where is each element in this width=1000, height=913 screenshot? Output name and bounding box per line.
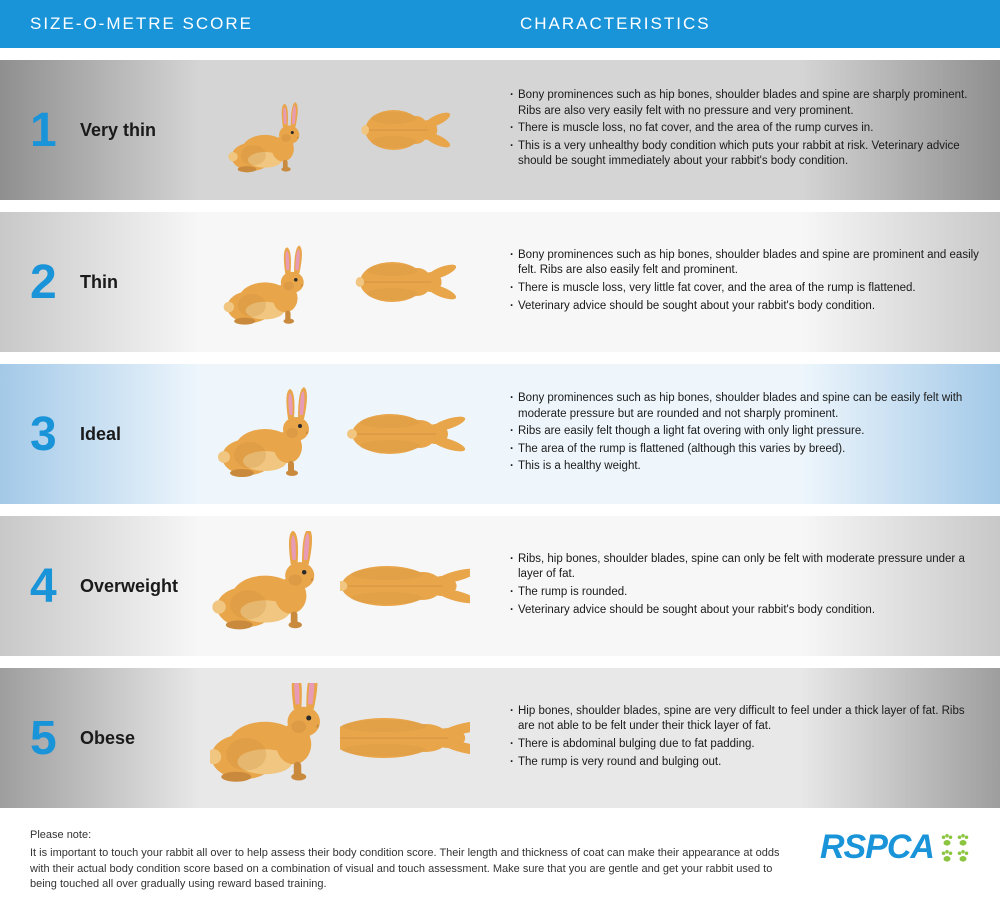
char-bullet: Ribs are easily felt though a light fat …: [510, 424, 980, 440]
char-bullet: Hip bones, shoulder blades, spine are ve…: [510, 704, 980, 735]
char-bullet: Bony prominences such as hip bones, shou…: [510, 248, 980, 279]
rabbit-illustrations: [210, 683, 510, 793]
rabbit-top-icon: [340, 90, 470, 170]
score-number: 3: [30, 407, 80, 462]
footer-note-label: Please note:: [30, 828, 790, 843]
rabbit-top-icon: [340, 394, 470, 474]
rabbit-side-icon: [210, 227, 320, 337]
score-number: 1: [30, 103, 80, 158]
char-bullet: This is a healthy weight.: [510, 459, 980, 475]
score-row-4: 4 Overweight: [0, 516, 1000, 656]
char-bullet: The rump is rounded.: [510, 585, 980, 601]
score-row-1: 1 Very thin: [0, 60, 1000, 200]
char-bullet: This is a very unhealthy body condition …: [510, 139, 980, 170]
char-bullet: Bony prominences such as hip bones, shou…: [510, 88, 980, 119]
characteristics: Ribs, hip bones, shoulder blades, spine …: [510, 552, 980, 620]
logo-paws-icon: [940, 833, 970, 863]
rabbit-illustrations: [210, 75, 510, 185]
header-score-col: SIZE-O-METRE SCORE: [30, 14, 520, 34]
score-number: 4: [30, 559, 80, 614]
rabbit-top-icon: [340, 698, 470, 778]
score-label: Overweight: [80, 576, 210, 597]
rabbit-side-icon: [210, 531, 320, 641]
rabbit-side-icon: [210, 75, 320, 185]
char-bullet: There is muscle loss, no fat cover, and …: [510, 121, 980, 137]
characteristics: Bony prominences such as hip bones, shou…: [510, 391, 980, 477]
rabbit-side-icon: [210, 379, 320, 489]
score-row-3: 3 Ideal: [0, 364, 1000, 504]
characteristics: Hip bones, shoulder blades, spine are ve…: [510, 704, 980, 772]
rabbit-top-icon: [340, 546, 470, 626]
score-row-5: 5 Obese: [0, 668, 1000, 808]
char-bullet: Veterinary advice should be sought about…: [510, 299, 980, 315]
rabbit-top-icon: [340, 242, 470, 322]
char-bullet: The rump is very round and bulging out.: [510, 755, 980, 771]
char-bullet: The area of the rump is flattened (altho…: [510, 442, 980, 458]
rabbit-illustrations: [210, 227, 510, 337]
score-number: 2: [30, 255, 80, 310]
score-label: Thin: [80, 272, 210, 293]
char-bullet: There is abdominal bulging due to fat pa…: [510, 737, 980, 753]
rabbit-illustrations: [210, 379, 510, 489]
score-rows: 1 Very thin: [0, 60, 1000, 808]
char-bullet: Veterinary advice should be sought about…: [510, 603, 980, 619]
char-bullet: Ribs, hip bones, shoulder blades, spine …: [510, 552, 980, 583]
score-row-2: 2 Thin: [0, 212, 1000, 352]
score-label: Ideal: [80, 424, 210, 445]
footer: Please note: It is important to touch yo…: [0, 808, 1000, 913]
header-char-col: CHARACTERISTICS: [520, 14, 970, 34]
rabbit-illustrations: [210, 531, 510, 641]
characteristics: Bony prominences such as hip bones, shou…: [510, 248, 980, 316]
score-label: Obese: [80, 728, 210, 749]
header: SIZE-O-METRE SCORE CHARACTERISTICS: [0, 0, 1000, 48]
score-number: 5: [30, 711, 80, 766]
characteristics: Bony prominences such as hip bones, shou…: [510, 88, 980, 172]
score-label: Very thin: [80, 120, 210, 141]
char-bullet: Bony prominences such as hip bones, shou…: [510, 391, 980, 422]
logo-text: RSPCA: [820, 828, 934, 867]
footer-note-body: It is important to touch your rabbit all…: [30, 846, 790, 892]
rspca-logo: RSPCA: [820, 828, 970, 867]
char-bullet: There is muscle loss, very little fat co…: [510, 281, 980, 297]
rabbit-side-icon: [210, 683, 320, 793]
footer-text: Please note: It is important to touch yo…: [30, 828, 790, 893]
